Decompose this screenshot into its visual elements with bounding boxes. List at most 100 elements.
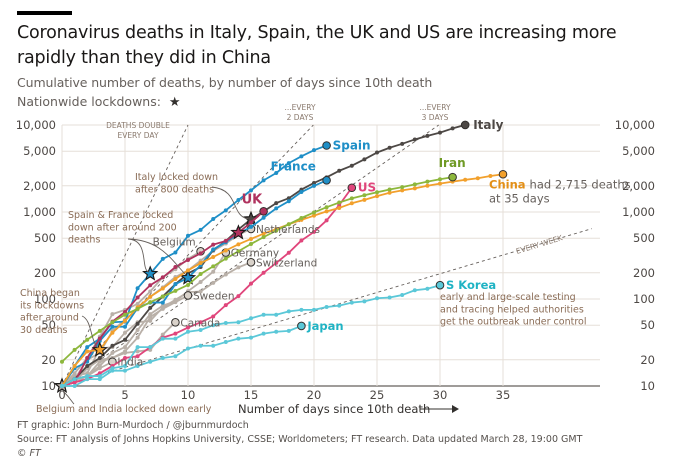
endpoint-japan (297, 321, 306, 331)
series-us (60, 183, 357, 388)
data-point (173, 282, 178, 287)
footer-credit: FT graphic: John Burn-Murdoch / @jburnmu… (17, 420, 249, 431)
data-point (135, 349, 140, 354)
data-point (85, 349, 90, 354)
data-point (110, 324, 115, 329)
data-point (198, 328, 203, 333)
data-point (186, 233, 190, 238)
data-point (286, 309, 291, 314)
data-point (412, 288, 417, 293)
x-axis-label: Number of days since 10th death (238, 402, 430, 416)
data-point (337, 200, 342, 205)
data-point (274, 206, 279, 211)
data-point (211, 269, 216, 274)
reference-line-label: ...EVERY 3 DAYS (419, 103, 450, 122)
series-label-india: India (117, 357, 143, 369)
data-point (160, 256, 165, 261)
data-point (261, 270, 266, 275)
annotation-spain-france-lockdown-line: deaths (68, 235, 100, 246)
data-point (211, 242, 216, 247)
data-point (72, 384, 77, 388)
data-point (85, 374, 90, 379)
data-point (123, 350, 127, 355)
data-point (425, 183, 430, 188)
data-point (148, 305, 153, 310)
data-point (375, 296, 379, 301)
data-point (160, 332, 165, 337)
data-point (135, 286, 140, 291)
data-point (236, 197, 241, 202)
data-point (400, 185, 405, 190)
series-label-spain: Spain (333, 139, 371, 153)
data-point (299, 190, 304, 195)
data-point (211, 217, 216, 222)
x-tick-label: 20 (307, 388, 322, 402)
x-tick-label: 0 (58, 388, 65, 402)
data-point (123, 355, 127, 360)
data-point (97, 374, 102, 379)
data-point (375, 190, 379, 195)
data-point (211, 247, 216, 252)
y-tick-label-left: 10 (41, 379, 56, 393)
data-point (198, 289, 203, 294)
series-group (53, 120, 508, 393)
annotations: Italy locked down after 800 deaths Spain &… (20, 172, 586, 415)
data-point (236, 336, 241, 341)
annotation-spain-france-lockdown-line: Spain & France locked (68, 210, 173, 221)
data-point (223, 320, 228, 325)
data-point (72, 380, 77, 385)
y-tick-label-left: 200 (34, 266, 56, 280)
data-point (186, 268, 190, 273)
data-point (186, 329, 190, 334)
series-japan (60, 321, 306, 388)
data-point (299, 307, 304, 312)
data-point (198, 271, 203, 276)
data-point (85, 337, 90, 342)
data-point (223, 272, 228, 277)
data-point (186, 325, 190, 330)
data-point (173, 300, 178, 305)
data-point (236, 265, 241, 270)
data-point (274, 329, 279, 334)
y-tick-label-right: 5,000 (622, 144, 655, 158)
footer-copyright: © FT (17, 448, 41, 459)
data-point (324, 218, 329, 223)
data-point (160, 355, 165, 360)
data-point (349, 300, 354, 305)
data-point (236, 249, 241, 254)
data-point (312, 213, 316, 218)
data-point (412, 137, 417, 142)
data-point (211, 323, 216, 328)
data-point (249, 241, 253, 246)
annotation-s-korea-line: early and large-scale testing (440, 292, 576, 303)
reference-line-label: EVERY WEEK (515, 233, 565, 256)
data-point (249, 188, 253, 193)
annotation-china-lockdown-line: its lockdowns (20, 300, 84, 311)
annotation-italy-lockdown-line: after 800 deaths (135, 184, 214, 195)
chart-subtitle: Cumulative number of deaths, by number o… (17, 75, 433, 90)
data-point (249, 220, 253, 225)
reference-line-label-line: DEATHS DOUBLE (106, 121, 170, 130)
annotation-leader-belgium-india (63, 391, 75, 405)
data-point (186, 346, 190, 351)
data-point (236, 294, 241, 299)
line-switzerland (61, 261, 252, 387)
x-axis-arrow-head (452, 405, 459, 413)
series-label-italy: Italy (473, 118, 503, 132)
data-point (362, 157, 367, 162)
line-france (61, 179, 327, 387)
data-point (72, 363, 77, 368)
data-point (400, 293, 405, 298)
annotation-spain-france-lockdown-line: down after around 200 (68, 222, 177, 233)
series-label-netherlands: Netherlands (256, 224, 320, 236)
reference-line-label: DEATHS DOUBLE EVERY DAY (106, 121, 170, 140)
chart-title: Coronavirus deaths in Italy, Spain, the … (17, 23, 617, 68)
y-tick-label-right: 500 (633, 231, 655, 245)
endpoint-uk (259, 206, 268, 216)
data-point (198, 261, 203, 266)
data-point (135, 345, 140, 350)
y-tick-label-left: 500 (34, 231, 56, 245)
y-tick-label-right: 2,000 (622, 179, 655, 193)
reference-line-label-line: 2 DAYS (287, 113, 314, 122)
series-france (60, 176, 331, 388)
